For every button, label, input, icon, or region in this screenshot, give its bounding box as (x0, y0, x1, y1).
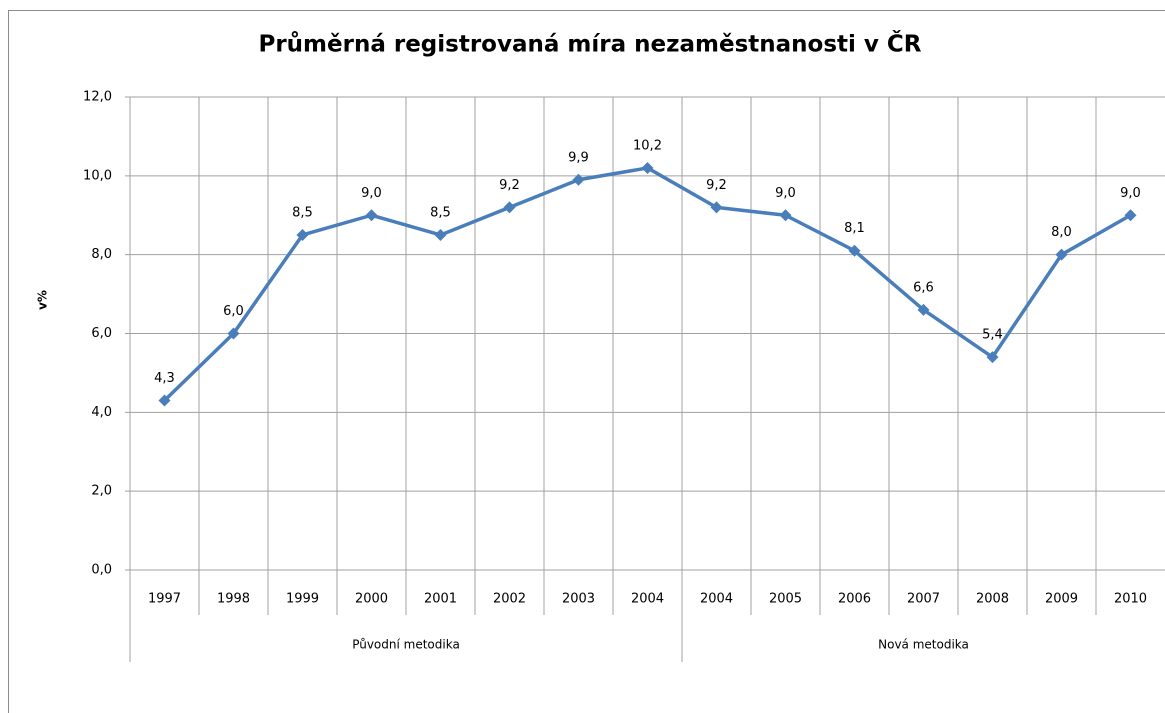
marker (641, 161, 654, 174)
x-tick-label: 2010 (1114, 592, 1147, 607)
y-tick-label: 10,0 (83, 168, 112, 183)
marker (917, 303, 930, 316)
x-tick-label: 2009 (1045, 592, 1078, 607)
series-line (163, 166, 1132, 402)
marker (572, 173, 585, 186)
marker (434, 228, 447, 241)
x-tick-label: 2006 (838, 592, 871, 607)
y-tick-label: 6,0 (91, 326, 112, 341)
x-tick-label: 2008 (976, 592, 1009, 607)
group-label: Původní metodika (352, 638, 460, 652)
marker (779, 209, 792, 222)
marker (986, 351, 999, 364)
data-label: 4,3 (154, 371, 175, 386)
y-tick-label: 0,0 (91, 563, 112, 578)
x-tick-label: 2003 (562, 592, 595, 607)
group-label: Nová metodika (878, 638, 969, 652)
marker (365, 209, 378, 222)
y-axis-label: v% (36, 290, 50, 310)
data-label: 8,1 (844, 221, 865, 236)
marker (296, 228, 309, 241)
x-tick-label: 1998 (217, 592, 250, 607)
y-tick-label: 12,0 (83, 90, 112, 105)
data-label: 8,0 (1051, 225, 1072, 240)
y-tick-label: 2,0 (91, 484, 112, 499)
data-label: 6,0 (223, 304, 244, 319)
chart-title: Průměrná registrovaná míra nezaměstnanos… (258, 30, 921, 58)
data-label: 8,5 (292, 205, 313, 220)
x-tick-label: 1997 (148, 592, 181, 607)
data-label: 10,2 (633, 138, 662, 153)
x-tick-label: 2001 (424, 592, 457, 607)
data-label: 9,0 (1120, 186, 1141, 201)
marker (227, 327, 240, 340)
y-tick-label: 8,0 (91, 247, 112, 262)
data-label: 6,6 (913, 280, 934, 295)
marker (710, 201, 723, 214)
x-tick-label: 2004 (700, 592, 733, 607)
data-label: 5,4 (982, 328, 1003, 343)
data-label: 9,0 (775, 186, 796, 201)
data-label: 9,2 (499, 178, 520, 193)
x-tick-label: 2002 (493, 592, 526, 607)
data-label: 9,9 (568, 150, 589, 165)
data-label: 8,5 (430, 205, 451, 220)
marker (503, 201, 516, 214)
marker (1124, 209, 1137, 222)
x-tick-label: 1999 (286, 592, 319, 607)
data-label: 9,0 (361, 186, 382, 201)
marker (1055, 248, 1068, 261)
data-label: 9,2 (706, 178, 727, 193)
x-tick-label: 2000 (355, 592, 388, 607)
chart-border (8, 10, 1165, 713)
marker (848, 244, 861, 257)
marker (158, 394, 171, 407)
x-tick-label: 2004 (631, 592, 664, 607)
x-tick-label: 2005 (769, 592, 802, 607)
y-tick-label: 4,0 (91, 405, 112, 420)
x-tick-label: 2007 (907, 592, 940, 607)
